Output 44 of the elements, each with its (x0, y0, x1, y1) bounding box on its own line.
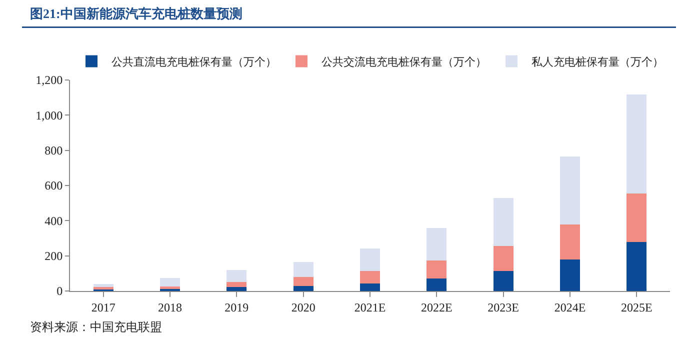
bar (560, 156, 580, 225)
x-tick-label: 2017 (91, 300, 116, 314)
y-tick-label: 400 (44, 214, 63, 228)
y-tick-label: 600 (44, 178, 63, 193)
bar (626, 94, 647, 194)
bar (560, 224, 580, 260)
chart-title: 图21:中国新能源汽车充电桩数量预测 (30, 6, 242, 21)
bar (360, 271, 380, 284)
bar (493, 270, 514, 291)
bar (426, 260, 447, 279)
bar (426, 228, 447, 261)
bar (560, 260, 580, 291)
bar (226, 287, 247, 291)
x-tick-label: 2023E (488, 300, 519, 314)
bar (493, 246, 514, 271)
bar (93, 284, 114, 287)
x-tick-label: 2025E (621, 300, 652, 314)
legend-label: 公共直流电充电桩保有量（万个） (112, 56, 276, 69)
bar (226, 270, 247, 282)
bar (626, 193, 647, 242)
bar (293, 277, 314, 286)
legend-label: 私人充电桩保有量（万个） (532, 56, 664, 69)
y-tick-label: 1,000 (36, 108, 63, 122)
x-tick-label: 2018 (158, 300, 182, 314)
y-tick-label: 1,200 (36, 73, 63, 88)
x-tick-label: 2021E (354, 300, 386, 314)
text: 资料来源：中国充电联盟 (30, 320, 162, 334)
x-tick-label: 2020 (291, 300, 316, 314)
bar (293, 286, 314, 291)
bar (360, 283, 380, 291)
x-tick-label: 2019 (224, 300, 249, 314)
y-tick-label: 800 (44, 144, 63, 158)
bar (493, 198, 514, 246)
bar (360, 248, 380, 272)
bar (426, 278, 447, 291)
bar (626, 242, 647, 291)
bar (160, 278, 180, 286)
legend-label: 公共交流电充电桩保有量（万个） (322, 56, 486, 69)
bar (226, 282, 247, 288)
x-tick-label: 2024E (554, 300, 586, 314)
bar (293, 262, 314, 278)
x-tick-label: 2022E (421, 300, 452, 314)
y-tick-label: 200 (44, 249, 63, 264)
y-tick-label: 0 (56, 284, 63, 298)
